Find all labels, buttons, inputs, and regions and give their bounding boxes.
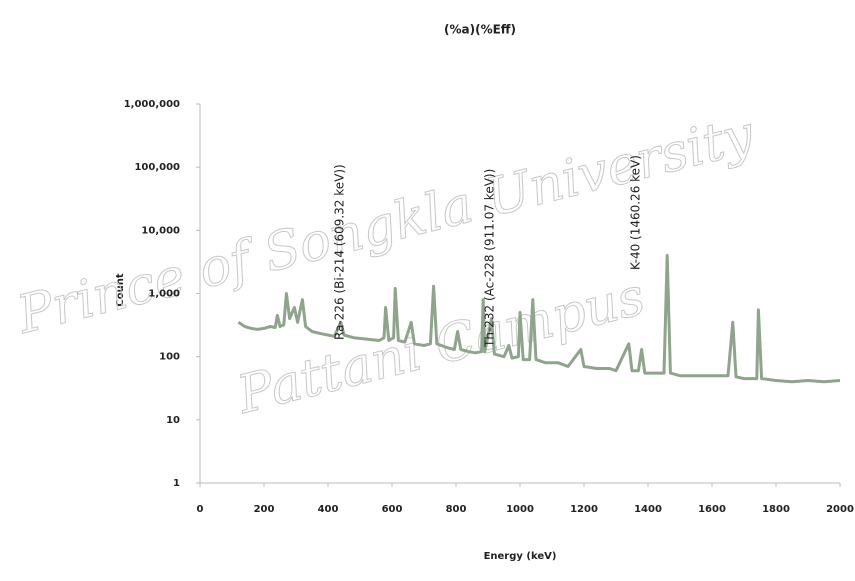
x-tick-label: 1400 xyxy=(634,504,662,515)
x-tick-label: 800 xyxy=(446,504,467,515)
y-tick-label: 10 xyxy=(166,415,180,426)
y-axis-label: Count xyxy=(115,273,126,306)
x-tick-label: 400 xyxy=(318,504,339,515)
peak-annotation: Th-232 (Ac-228 (911.07 keV)) xyxy=(483,169,497,348)
x-tick-label: 0 xyxy=(197,504,204,515)
y-tick-label: 1,000 xyxy=(148,289,180,300)
y-tick-label: 1,000,000 xyxy=(124,99,180,110)
y-tick-label: 10,000 xyxy=(141,225,180,236)
y-tick-label: 100 xyxy=(159,352,180,363)
x-tick-label: 1000 xyxy=(506,504,534,515)
x-tick-label: 1600 xyxy=(698,504,726,515)
x-tick-label: 200 xyxy=(254,504,275,515)
peak-annotation: K-40 (1460.26 keV) xyxy=(629,155,643,270)
spectrum-line xyxy=(237,254,841,384)
x-tick-label: 1200 xyxy=(570,504,598,515)
chart-title: (%a)(%Eff) xyxy=(444,23,516,37)
x-tick-label: 1800 xyxy=(762,504,790,515)
peak-annotation: Ra-226 (Bi-214 (609.32 keV)) xyxy=(333,164,347,340)
y-tick-label: 100,000 xyxy=(134,162,180,173)
x-tick-label: 2000 xyxy=(826,504,854,515)
x-axis-label: Energy (keV) xyxy=(484,551,557,562)
x-tick-label: 600 xyxy=(382,504,403,515)
y-tick-label: 1 xyxy=(173,478,180,489)
